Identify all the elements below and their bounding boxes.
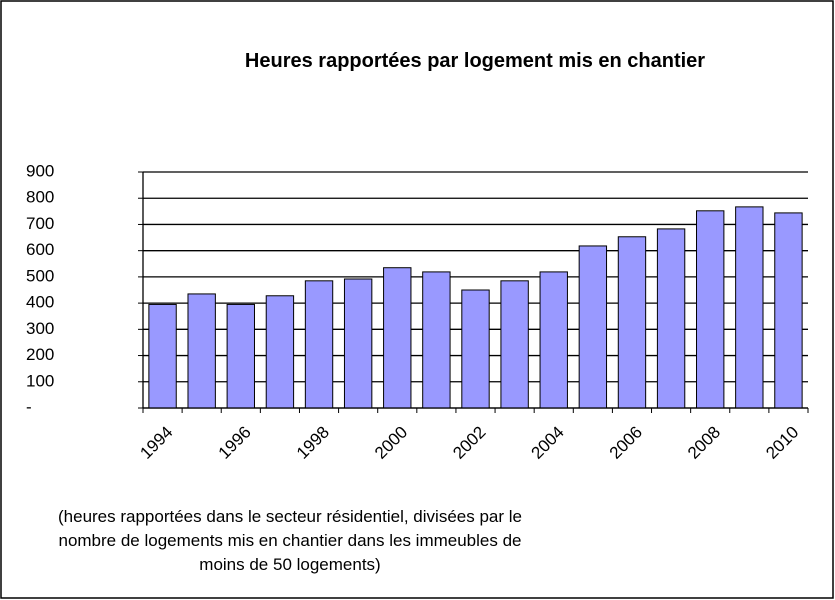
bar: [774, 212, 803, 409]
note-line: nombre de logements mis en chantier dans…: [58, 531, 521, 550]
y-tick-label: -: [26, 397, 32, 416]
bar: [578, 245, 608, 409]
note-line: (heures rapportées dans le secteur résid…: [58, 507, 522, 526]
bar: [539, 271, 568, 409]
bar: [343, 278, 373, 409]
note-line: moins de 50 logements): [199, 555, 380, 574]
bar: [304, 280, 334, 409]
y-tick-label: 200: [26, 345, 54, 364]
chart-title: Heures rapportées par logement mis en ch…: [245, 50, 705, 72]
y-tick-label: 400: [26, 293, 54, 312]
bar: [265, 295, 295, 409]
bar: [226, 303, 255, 409]
bar: [461, 289, 490, 409]
bar: [735, 206, 764, 409]
bar: [696, 210, 725, 409]
bar: [422, 271, 451, 409]
bar: [500, 280, 529, 409]
bar: [656, 228, 686, 409]
y-tick-label: 500: [26, 266, 54, 285]
y-tick-label: 900: [26, 161, 54, 180]
bar: [383, 267, 412, 409]
bar: [187, 293, 216, 409]
y-tick-label: 300: [26, 319, 54, 338]
bar: [617, 236, 647, 409]
y-tick-label: 600: [26, 240, 54, 259]
bar: [148, 303, 177, 409]
y-tick-label: 700: [26, 214, 54, 233]
y-tick-label: 800: [26, 188, 54, 207]
y-tick-label: 100: [26, 371, 54, 390]
